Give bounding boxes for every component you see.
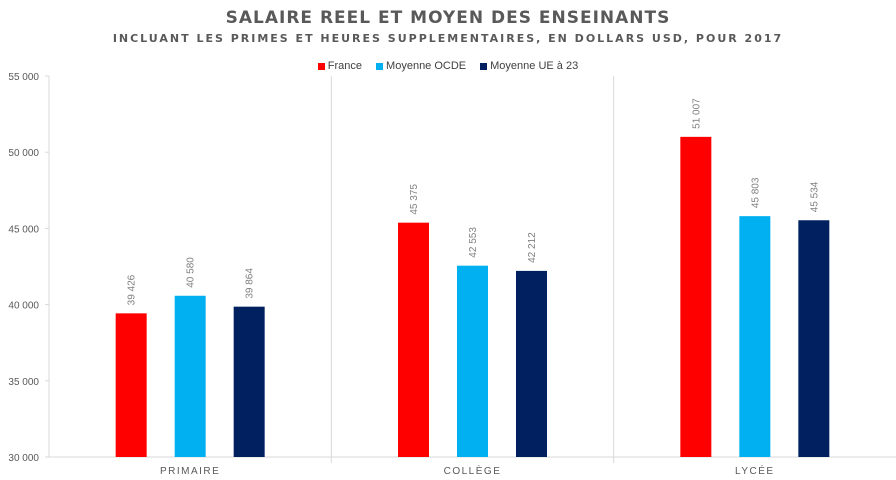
chart-subtitle: INCLUANT LES PRIMES ET HEURES SUPPLEMENT…: [112, 32, 784, 45]
y-tick-label: 50 000: [8, 148, 39, 159]
y-tick-label: 35 000: [8, 377, 39, 388]
bar-moyenne-ue-23: [233, 306, 265, 457]
legend-swatch-ocde: [376, 62, 384, 70]
data-label: 39 426: [127, 274, 138, 305]
legend-label-ue: Moyenne UE à 23: [490, 60, 579, 72]
data-label: 45 803: [750, 177, 761, 208]
legend-label-france: France: [327, 60, 363, 72]
bar-france: [398, 222, 429, 457]
data-label: 51 007: [691, 98, 702, 129]
legend: France Moyenne OCDE Moyenne UE à 23: [0, 60, 896, 72]
x-category-label: COLLÈGE: [444, 464, 502, 477]
data-label: 39 864: [245, 268, 256, 299]
bar-moyenne-ue-23: [516, 270, 547, 457]
bar-france: [115, 313, 147, 457]
bar-moyenne-ocde: [457, 265, 488, 457]
bar-moyenne-ue-23: [798, 220, 830, 457]
bar-moyenne-ocde: [174, 295, 206, 457]
legend-item-france: France: [317, 60, 363, 72]
y-tick-label: 45 000: [8, 224, 39, 235]
x-category-label: LYCÉE: [735, 464, 775, 477]
data-label: 40 580: [186, 257, 197, 288]
legend-item-ue: Moyenne UE à 23: [480, 60, 578, 72]
bar-moyenne-ocde: [739, 216, 771, 457]
y-tick-label: 40 000: [8, 301, 39, 312]
y-tick-label: 30 000: [8, 453, 39, 464]
legend-item-ocde: Moyenne OCDE: [376, 60, 466, 72]
legend-label-ocde: Moyenne OCDE: [386, 60, 467, 72]
data-label: 42 553: [468, 227, 479, 258]
data-label: 42 212: [527, 232, 538, 263]
data-label: 45 375: [409, 184, 420, 215]
bar-france: [680, 136, 712, 457]
chart-title: SALAIRE REEL ET MOYEN DES ENSEINANTS: [225, 8, 671, 28]
x-category-label: PRIMAIRE: [160, 466, 220, 477]
legend-swatch-ue: [480, 62, 488, 70]
y-tick-label: 55 000: [8, 72, 39, 83]
legend-swatch-france: [317, 62, 325, 70]
data-label: 45 534: [809, 181, 820, 212]
